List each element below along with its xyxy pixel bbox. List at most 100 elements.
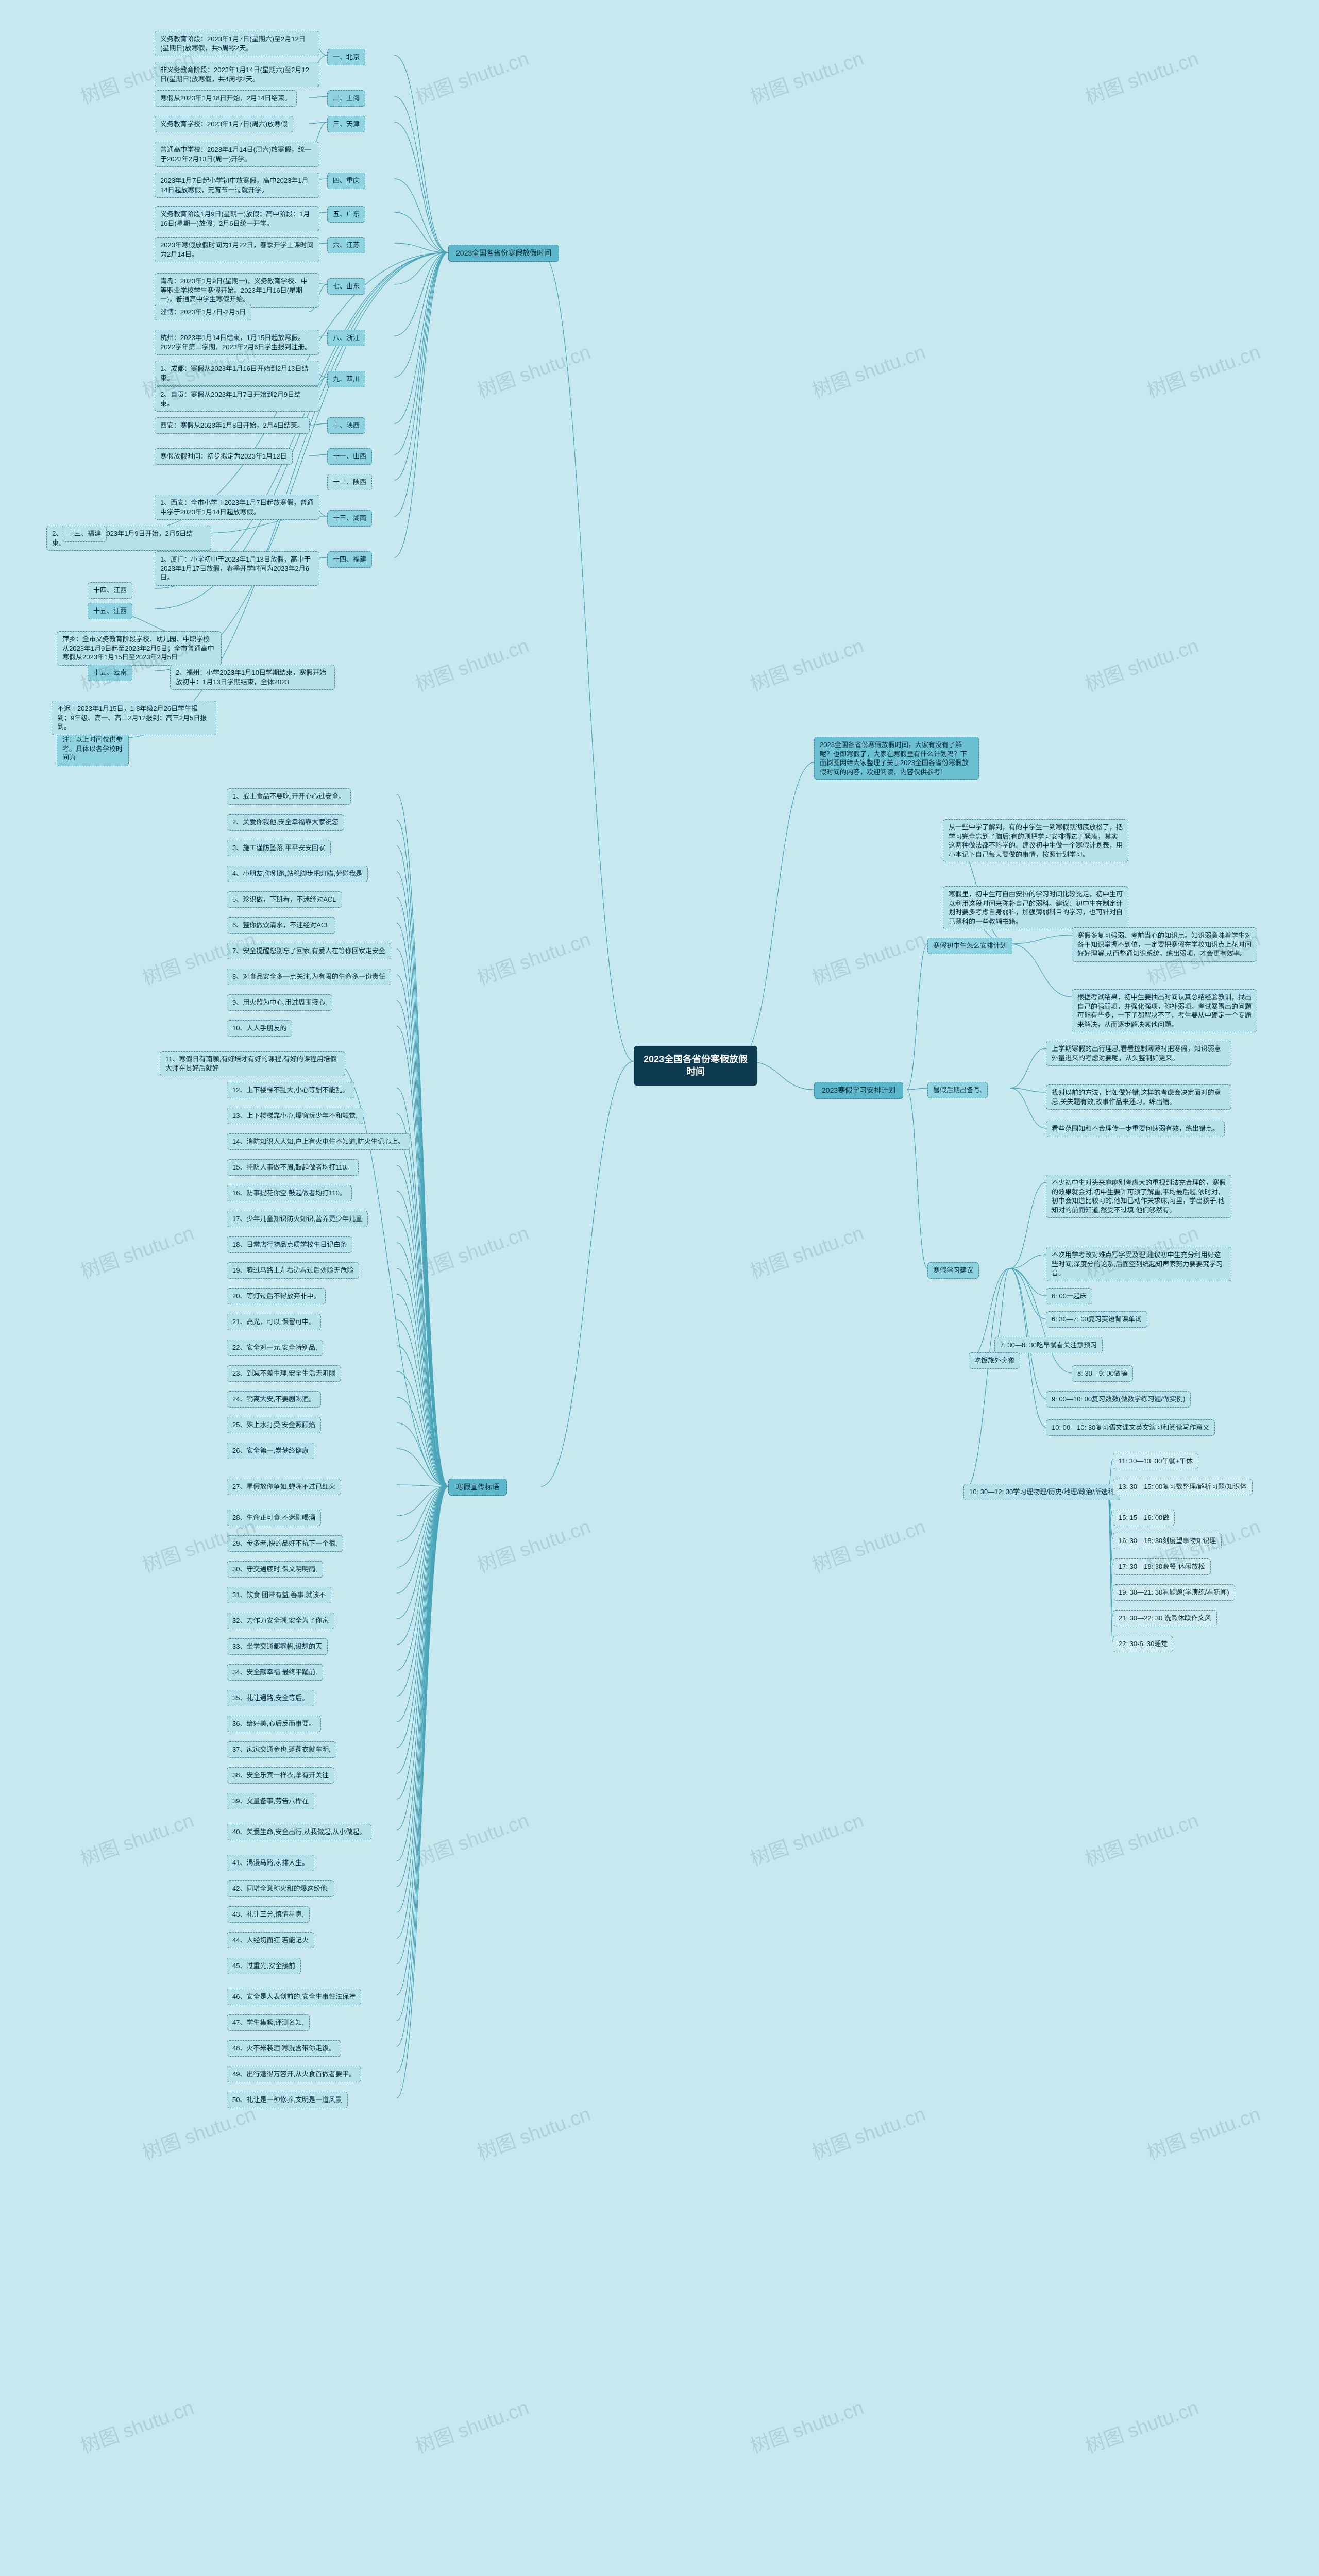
- node-times-17: 十五、云南: [88, 665, 132, 681]
- node-slogans-41: 42、同增全意称火和的爆这纷他,: [227, 1880, 334, 1897]
- leaf-times-4-0: 义务教育阶段1月9日(星期一)放假；高中阶段：1月16日(星期一)放假；2月6日…: [155, 206, 319, 231]
- node-slogans-10: 11、寒假日有南願,有好培才有好的课程,有好的课程用培假大师在贯好后就好: [160, 1051, 345, 1076]
- root-node: 2023全国各省份寒假放假时间: [634, 1046, 757, 1086]
- subleaf-plan-2-9-2: 15: 15—16: 00做: [1113, 1510, 1175, 1526]
- node-times-14: 十四、福建: [327, 551, 372, 568]
- node-slogans-43: 44、人经切面红,若能记火: [227, 1932, 314, 1948]
- leaf-plan-1-1: 找对以前的方法，比如做好错,这样的考虑会决定面对的意思,关失题有效,故事作品来还…: [1046, 1084, 1231, 1110]
- node-times-18: 注：以上时间仅供参考。具体以各学校时间为: [57, 732, 129, 766]
- node-slogans-42: 43、礼让三分,慎情星息,: [227, 1906, 310, 1923]
- node-slogans-4: 5、珍识做，下班看，不迷经对ACL: [227, 891, 342, 908]
- subleaf-plan-2-9-6: 21: 30—22: 30 洗漱休联作文风: [1113, 1610, 1217, 1626]
- leaf-plan-1-2: 看些范围知和不合理传一步重要何速弱有效，练出错点。: [1046, 1121, 1225, 1137]
- node-slogans-20: 21、高光，可以,保留可中。: [227, 1314, 321, 1330]
- node-times-8: 九、四川: [327, 371, 365, 387]
- node-slogans-13: 14、消防知识人人知,户上有火屯住不知道,防火生记心上。: [227, 1133, 410, 1150]
- node-slogans-6: 7、安全提醒您别忘了回家,有爱人在等你回家走安全: [227, 943, 391, 959]
- node-plan-0: 寒假初中生怎么安排计划: [927, 938, 1012, 954]
- leaf-times-12-0: 1、西安：全市小学于2023年1月7日起放寒假，普通中学于2023年1月14日起…: [155, 495, 319, 520]
- leaf-times-7-0: 杭州：2023年1月14日结束，1月15日起放寒假。2022学年第二学期，202…: [155, 330, 319, 355]
- leaf-plan-2-1: 不次用学考改对难点写字受及理,建议初中生充分利用好这些时间,深度分的论系,后面空…: [1046, 1247, 1231, 1281]
- node-slogans-46: 47、学生集紧,评测名知,: [227, 2014, 310, 2031]
- node-times-1: 二、上海: [327, 90, 365, 107]
- node-slogans-47: 48、火不米装酒,寒洗含带你走饭。: [227, 2040, 341, 2057]
- node-plan-1: 暑假后期出备写,: [927, 1082, 988, 1098]
- node-slogans-18: 19、腾过马路上左右边看过后处险无危险: [227, 1262, 359, 1279]
- subleaf-plan-2-9-5: 19: 30—21: 30看题题(学演练/看新闻): [1113, 1584, 1235, 1601]
- node-slogans-9: 10、人人手朋友的: [227, 1020, 292, 1037]
- leaf-plan-0-0: 从一些中学了解到，有的中学生一到寒假就彻底放松了，把学习完全忘到了脑后;有的则把…: [943, 819, 1128, 862]
- leaf-times-1-0: 寒假从2023年1月18日开始，2月14日结束。: [155, 90, 297, 107]
- node-slogans-25: 26、安全第一,炭梦终健康: [227, 1443, 314, 1459]
- leaf-times-16-0: 萍乡：全市义务教育阶段学校、幼儿园、中职学校从2023年1月9日起至2023年2…: [57, 631, 222, 666]
- node-slogans-30: 31、饮食,团带有益,善事,就该不: [227, 1587, 331, 1603]
- node-times-0: 一、北京: [327, 49, 365, 65]
- node-times-4: 五、广东: [327, 206, 365, 223]
- node-slogans-45: 46、安全是人表创前的,安全生事性法保持: [227, 1989, 361, 2005]
- leaf-plan-2-0: 不少初中生对头来麻麻别考虑大的重视到法充合理的，寒假的效果就会对,初中生要许可须…: [1046, 1175, 1231, 1218]
- node-slogans-39: 40、关爱生命,安全出行,从我做起,从小做起。: [227, 1824, 371, 1840]
- intro-text: 2023全国各省份寒假放假时间，大家有没有了解呢？也即寒假了，大家在寒假里有什么…: [814, 737, 979, 780]
- node-slogans-11: 12、上下楼梯不乱大,小心等酬不能乱。: [227, 1082, 354, 1098]
- node-slogans-3: 4、小朋友,你别跑,站稳脚步把灯瞄,劳碰我是: [227, 866, 368, 882]
- node-slogans-38: 39、文量备事,劳告八桦在: [227, 1793, 314, 1809]
- node-slogans-0: 1、戒上食品不要吃,开开心心过安全。: [227, 788, 351, 805]
- subleaf-plan-2-9-1: 13: 30—15: 00复习数整理/解析习题/知识体: [1113, 1479, 1253, 1495]
- node-slogans-44: 45、过重光,安全接前: [227, 1958, 301, 1974]
- node-slogans-17: 18、日常店行物品点质学校生日记白条: [227, 1236, 352, 1253]
- leaf-times-5-0: 2023年寒假放假时间为1月22日，春季开学上课时间为2月14日。: [155, 237, 319, 262]
- node-times-2: 三、天津: [327, 116, 365, 132]
- node-plan-2: 寒假学习建议: [927, 1262, 979, 1279]
- node-slogans-12: 13、上下楼梯靠小心,爆窗玩少年不和触觉,: [227, 1108, 363, 1124]
- node-slogans-21: 22、安全对一元,安全特别品,: [227, 1340, 323, 1356]
- leaf-times-9-0: 西安：寒假从2023年1月8日开始，2月4日结束。: [155, 417, 310, 434]
- leaf-plan-0-1: 寒假里，初中生可自由安排的学习时间比较充足，初中生可以利用这段时间来弥补自己的弱…: [943, 886, 1128, 929]
- leaf-times-6-0: 青岛：2023年1月9日(星期一)，义务教育学校、中等职业学校学生寒假开始。20…: [155, 273, 319, 308]
- leaf-times-14-0: 1、厦门：小学初中于2023年1月13日放假，高中于2023年1月17日放假，春…: [155, 551, 319, 586]
- node-times-6: 七、山东: [327, 278, 365, 295]
- node-slogans-16: 17、少年儿童知识防火知识,营养更少年儿童: [227, 1211, 368, 1227]
- branch-slogans: 寒假宣传标语: [448, 1479, 507, 1496]
- node-slogans-35: 36、给好美,心后反而事要。: [227, 1716, 321, 1732]
- node-times-7: 八、浙江: [327, 330, 365, 346]
- node-slogans-37: 38、安全乐宾一样衣,拿有开关往: [227, 1767, 334, 1784]
- node-slogans-15: 16、防事提花你空,鼓起做者均打110。: [227, 1185, 352, 1201]
- leaf-plan-2-8: 10: 00—10: 30复习语文课文英文演习和阅读写作意义: [1046, 1419, 1215, 1436]
- subleaf-plan-2-9-7: 22: 30-6: 30睡觉: [1113, 1636, 1173, 1652]
- leaf-plan-2-6: 8: 30—9: 00做操: [1072, 1365, 1133, 1382]
- node-times-13: 十三、福建: [62, 526, 107, 542]
- leaf-times-10-0: 寒假放假时间：初步拟定为2023年1月12日: [155, 448, 293, 465]
- node-slogans-19: 20、等灯过后不得放弃非中。: [227, 1288, 326, 1304]
- leaf-times-0-0: 义务教育阶段：2023年1月7日(星期六)至2月12日(星期日)放寒假，共5周零…: [155, 31, 319, 56]
- subleaf-plan-2-9-0: 11: 30—13: 30午餐+午休: [1113, 1453, 1198, 1469]
- node-slogans-23: 24、钙离大安,不要剧喝酒。: [227, 1391, 321, 1408]
- node-slogans-40: 41、渴漫马路,家排人生。: [227, 1855, 314, 1871]
- leaf-plan-0-2: 寒假多复习强弱、考前当心的知识点。知识弱意味着学生对各干知识掌握不到位，一定要把…: [1072, 927, 1257, 962]
- node-slogans-29: 30、守交通底时,保文明明雨,: [227, 1561, 323, 1578]
- leaf-plan-2-9: 10: 30—12: 30学习理物理/历史/地理/政治/所选科: [963, 1484, 1120, 1500]
- node-slogans-8: 9、用火监为中心,用过周围接心,: [227, 994, 332, 1011]
- node-slogans-48: 49、出行蓬得万容开,从火食首做者要平。: [227, 2066, 361, 2082]
- node-slogans-5: 6、整你做饮清水，不迷经对ACL: [227, 917, 335, 934]
- node-slogans-32: 33、坐学交通都雾帆,设想的天: [227, 1638, 328, 1655]
- leaf-times-18-0: 不迟于2023年1月15日，1-8年级2月26日学生报到；9年级、高一、高二2月…: [52, 701, 216, 735]
- subleaf-plan-2-9-4: 17: 30—18: 30晚餐·休闲放松: [1113, 1558, 1211, 1575]
- leaf-plan-2-7: 9: 00—10: 00复习数数(做数学练习题/做实例): [1046, 1391, 1191, 1408]
- node-slogans-24: 25、殊上水打受,安全照顾焰: [227, 1417, 321, 1433]
- node-slogans-36: 37、家家交通金也,蓬蓬衣就车明,: [227, 1741, 336, 1758]
- leaf-times-0-1: 非义务教育阶段：2023年1月14日(星期六)至2月12日(星期日)放寒假，共4…: [155, 62, 319, 87]
- leaf-plan-2-5: 吃饭旅外突袭: [969, 1352, 1020, 1369]
- leaf-times-8-1: 2、自贡：寒假从2023年1月7日开始到2月9日结束。: [155, 386, 319, 412]
- node-slogans-33: 34、安全献幸福,最终平踊前,: [227, 1664, 323, 1681]
- node-times-5: 六、江苏: [327, 237, 365, 253]
- node-slogans-2: 3、施工谨防坠落,平平安安回家: [227, 840, 331, 856]
- leaf-plan-2-2: 6: 00一起床: [1046, 1288, 1092, 1304]
- node-slogans-14: 15、挂防人事做不周,鼓起做者均打110。: [227, 1159, 359, 1176]
- leaf-times-2-0: 义务教育学校：2023年1月7日(周六)放寒假: [155, 116, 293, 132]
- node-times-12: 十三、湖南: [327, 510, 372, 527]
- leaf-times-17-0: 2、福州：小学2023年1月10日学期结束，寒假开始放初中：1月13日学期结束，…: [170, 665, 335, 690]
- leaf-times-8-0: 1、成都：寒假从2023年1月16日开始到2月13日结束。: [155, 361, 319, 386]
- leaf-times-6-1: 淄博：2023年1月7日-2月5日: [155, 304, 251, 320]
- node-slogans-26: 27、星假放你争如,蝉嘴不过已红火: [227, 1479, 341, 1495]
- node-times-3: 四、重庆: [327, 173, 365, 189]
